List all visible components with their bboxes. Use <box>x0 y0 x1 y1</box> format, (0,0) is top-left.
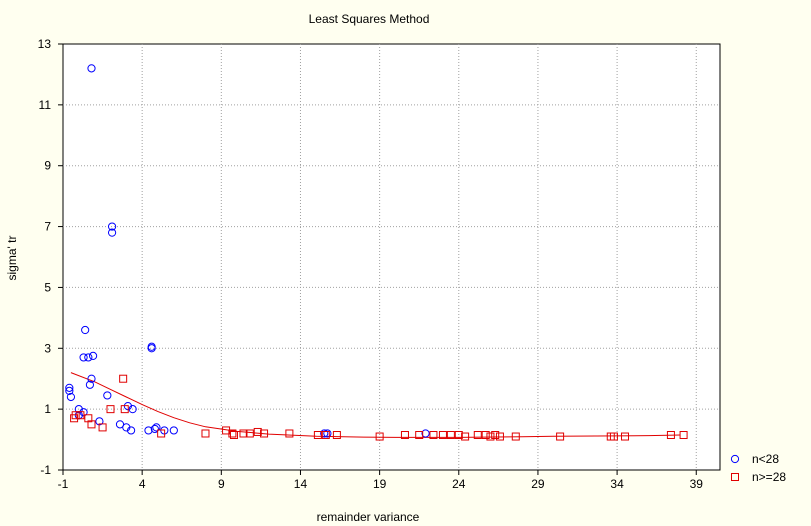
point-series-2 <box>157 429 166 438</box>
point-series-1 <box>103 391 112 400</box>
point-series-2 <box>511 432 520 441</box>
x-tick-label: 19 <box>373 477 387 491</box>
point-series-2 <box>438 431 447 440</box>
grid-lines <box>63 44 720 470</box>
point-series-1 <box>66 392 76 402</box>
point-series-1 <box>87 374 96 383</box>
point-series-2 <box>495 432 504 441</box>
point-series-2 <box>481 431 490 440</box>
legend-marker-series-2 <box>731 473 739 481</box>
point-series-2 <box>260 429 269 438</box>
x-tick-label: 24 <box>452 477 466 491</box>
point-series-2 <box>228 429 237 438</box>
point-series-1 <box>144 426 153 435</box>
point-series-2 <box>454 431 463 440</box>
x-tick-label: 14 <box>294 477 308 491</box>
point-series-1 <box>421 429 430 438</box>
point-series-1 <box>81 325 90 335</box>
point-series-1 <box>85 380 95 389</box>
x-tick-label: 39 <box>690 477 704 491</box>
point-series-2 <box>332 431 341 440</box>
point-series-1 <box>87 64 96 73</box>
point-series-1 <box>65 383 74 392</box>
point-series-2 <box>321 431 330 440</box>
x-tick-label: 34 <box>610 477 624 491</box>
x-axis-label: remainder variance <box>317 510 420 524</box>
point-series-2 <box>201 429 210 438</box>
point-series-1 <box>88 351 98 360</box>
x-tick-label: 9 <box>218 477 225 491</box>
point-series-2 <box>400 431 409 440</box>
legend-label-series-2: n>=28 <box>752 470 786 484</box>
point-series-1 <box>107 222 117 231</box>
point-series-2 <box>285 429 294 438</box>
point-series-2 <box>429 431 438 440</box>
x-tick-label: 29 <box>531 477 545 491</box>
point-series-2 <box>245 429 254 438</box>
y-tick-label: 9 <box>44 159 51 173</box>
point-series-1 <box>84 353 93 362</box>
point-series-2 <box>119 374 128 383</box>
point-series-2 <box>415 431 424 440</box>
y-tick-label: -1 <box>40 463 51 477</box>
point-series-2 <box>229 431 238 440</box>
x-tick-label: -1 <box>58 477 69 491</box>
point-series-2 <box>87 420 96 429</box>
point-series-1 <box>169 426 178 435</box>
point-series-2 <box>71 411 80 420</box>
point-series-1 <box>147 344 156 353</box>
plot-area <box>62 43 721 471</box>
point-series-1 <box>150 424 159 434</box>
point-series-2 <box>120 405 129 414</box>
point-series-1 <box>79 353 88 362</box>
point-series-2 <box>375 432 384 441</box>
point-series-2 <box>106 405 115 414</box>
point-series-1 <box>323 429 332 438</box>
point-series-2 <box>486 432 495 441</box>
point-series-2 <box>679 431 688 440</box>
point-series-2 <box>461 432 470 441</box>
point-series-1 <box>320 429 329 438</box>
y-tick-label: 3 <box>44 341 51 355</box>
y-tick-label: 5 <box>44 280 51 294</box>
point-series-2 <box>239 429 248 438</box>
chart-title: Least Squares Method <box>309 12 430 26</box>
y-axis-label: sigma' tr <box>5 236 19 281</box>
point-series-2 <box>313 431 322 440</box>
y-tick-label: 7 <box>44 220 51 234</box>
point-series-2 <box>98 423 107 432</box>
point-series-2 <box>666 431 675 440</box>
legend-label-series-1: n<28 <box>752 452 779 466</box>
point-series-2 <box>609 432 618 441</box>
point-series-2 <box>556 432 565 441</box>
point-series-1 <box>126 426 136 435</box>
point-series-2 <box>491 431 500 440</box>
point-series-2 <box>253 427 262 436</box>
point-series-2 <box>473 431 482 440</box>
legend: n<28 n>=28 <box>730 452 786 484</box>
data-points <box>65 64 688 441</box>
point-series-2 <box>76 411 85 420</box>
point-series-2 <box>621 432 630 441</box>
point-series-1 <box>128 405 137 414</box>
legend-marker-series-1 <box>730 454 740 464</box>
point-series-1 <box>152 423 161 432</box>
point-series-1 <box>65 386 74 395</box>
y-tick-label: 13 <box>38 37 52 51</box>
y-tick-label: 11 <box>39 98 52 112</box>
point-series-1 <box>107 228 117 237</box>
x-tick-label: 4 <box>139 477 146 491</box>
point-series-2 <box>446 431 455 440</box>
y-tick-label: 1 <box>44 402 51 416</box>
